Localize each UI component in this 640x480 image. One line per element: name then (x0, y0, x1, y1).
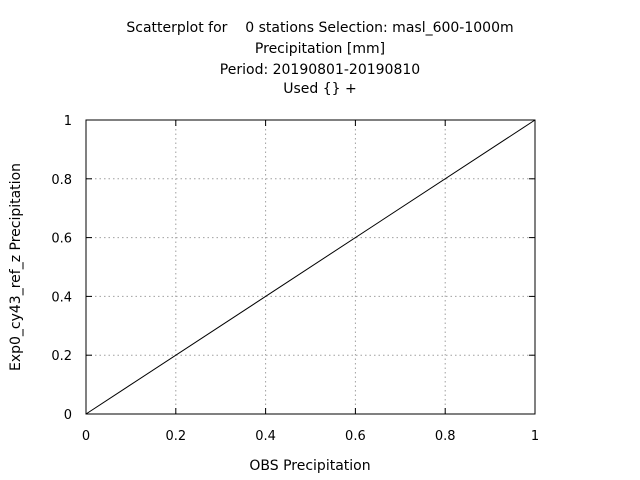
plot-frame (85, 119, 536, 415)
y-tick-label: 0.8 (51, 173, 72, 188)
y-tick-label: 0 (64, 408, 72, 423)
x-tick-label: 0.4 (255, 429, 276, 444)
chart-title-line-2: Precipitation [mm] (254, 41, 386, 57)
axis-ticks (85, 119, 536, 415)
x-tick-label: 0.6 (345, 429, 366, 444)
y-axis-label: Exp0_cy43_ref_z Precipitation (8, 163, 24, 371)
x-tick-label: 1 (531, 429, 539, 444)
y-tick-label: 0.6 (51, 232, 72, 247)
y-tick-label: 0.4 (51, 290, 72, 305)
x-tick-label: 0 (82, 429, 90, 444)
reference-line (85, 119, 536, 415)
chart-title-line-4: Used {} + (283, 81, 357, 97)
tick-labels: 0 0.2 0.4 0.6 0.8 1 0 0.2 0.4 0.6 0.8 1 (51, 114, 539, 444)
x-tick-label: 0.8 (435, 429, 456, 444)
y-tick-label: 1 (64, 114, 72, 129)
x-axis-label: OBS Precipitation (249, 458, 370, 474)
chart-title-line-1: Scatterplot for 0 stations Selection: ma… (126, 20, 514, 36)
chart-title-line-3: Period: 20190801-20190810 (219, 62, 421, 78)
x-tick-label: 0.2 (165, 429, 186, 444)
y-tick-label: 0.2 (51, 349, 72, 364)
grid-lines (86, 120, 535, 414)
